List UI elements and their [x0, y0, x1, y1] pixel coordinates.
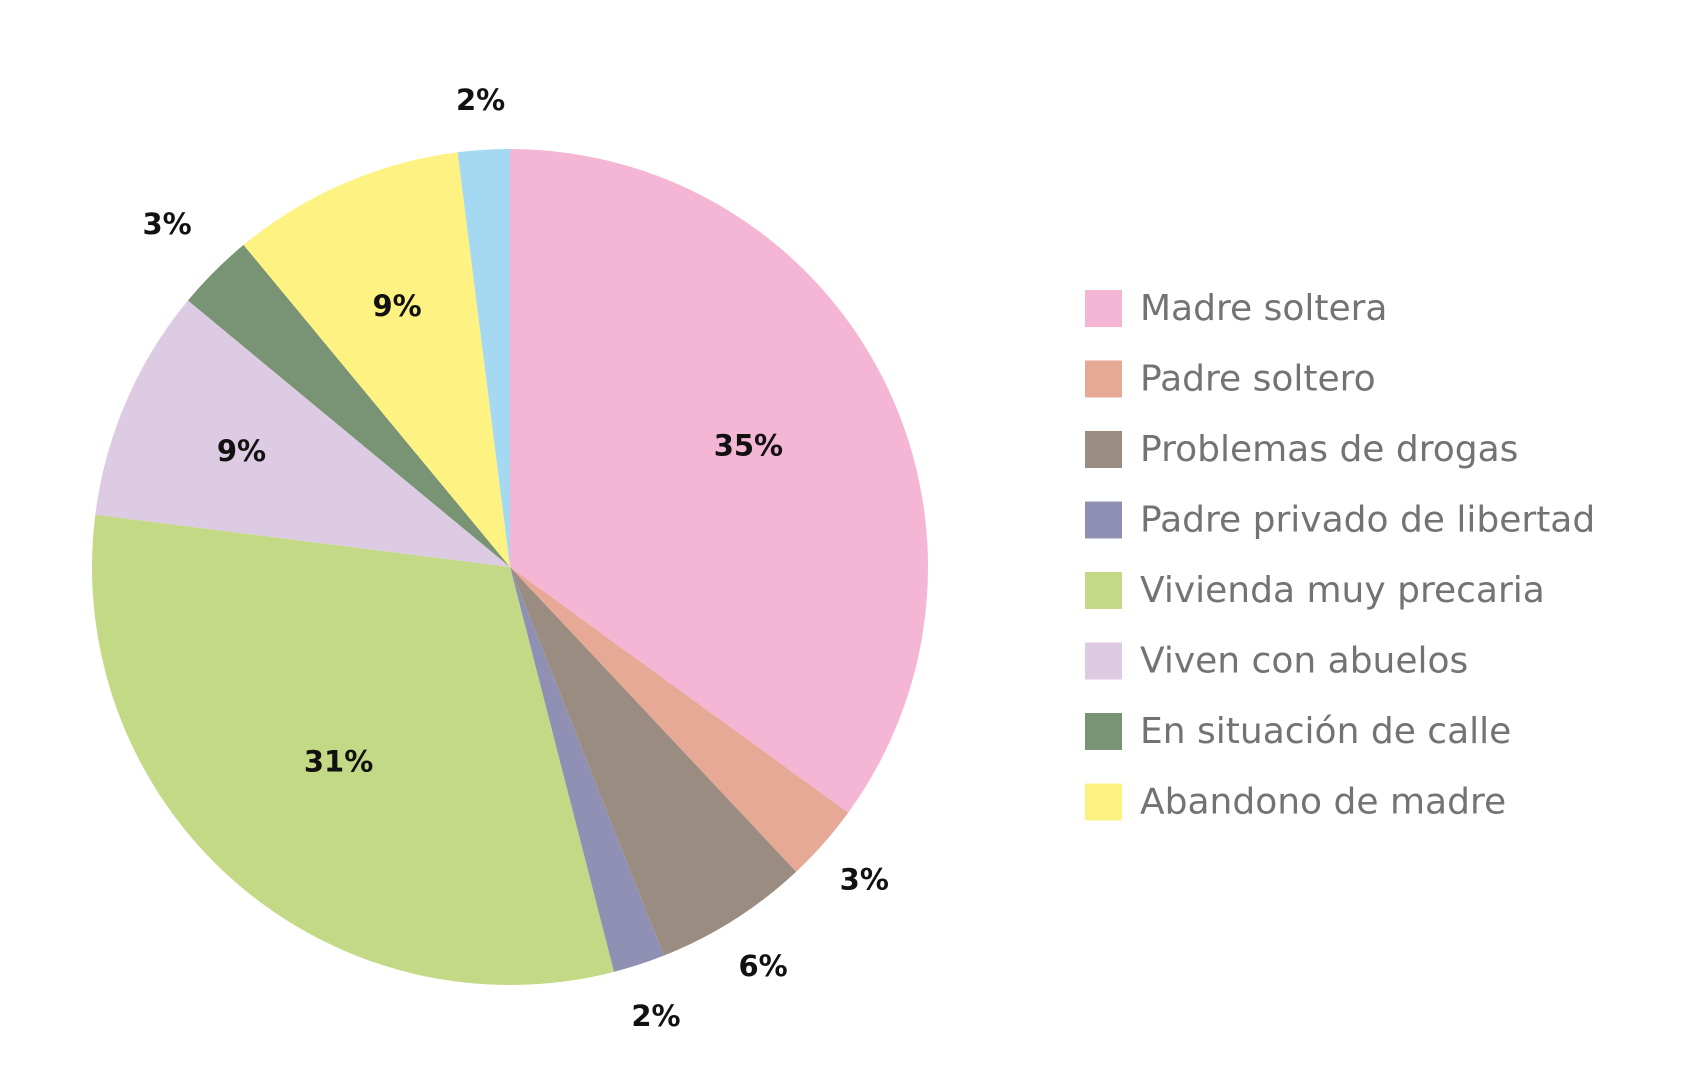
pie-slice-en-situacion-de-calle — [187, 244, 510, 567]
legend-label-madre-soltera: Madre soltera — [1140, 288, 1387, 329]
legend: Madre soltera Padre soltero Problemas de d… — [1085, 288, 1595, 823]
legend-swatch-padre-privado-de-libertad — [1085, 501, 1122, 539]
legend-label-problemas-de-drogas: Problemas de drogas — [1140, 429, 1518, 470]
pie-slice-padre-soltero — [510, 567, 849, 872]
pie-slice-viven-con-abuelos — [95, 300, 511, 567]
legend-label-en-situacion-de-calle: En situación de calle — [1140, 711, 1511, 752]
legend-swatch-problemas-de-drogas — [1085, 431, 1122, 468]
legend-swatch-madre-soltera — [1085, 290, 1122, 327]
legend-swatch-viven-con-abuelos — [1085, 642, 1122, 680]
data-label-madre-soltera: 35% — [714, 429, 783, 463]
pie-slice-vivienda-muy-precaria — [92, 514, 614, 986]
legend-label-viven-con-abuelos: Viven con abuelos — [1140, 641, 1468, 682]
legend-swatch-vivienda-muy-precaria — [1085, 572, 1122, 609]
data-label-otro: 2% — [456, 83, 505, 117]
legend-label-padre-soltero: Padre soltero — [1140, 359, 1376, 400]
data-label-viven-con-abuelos: 9% — [217, 434, 266, 468]
legend-label-padre-privado-de-libertad: Padre privado de libertad — [1140, 500, 1595, 541]
data-label-en-situacion-de-calle: 3% — [142, 207, 191, 241]
data-label-padre-privado-de-libertad: 2% — [631, 999, 680, 1033]
legend-swatch-en-situacion-de-calle — [1085, 713, 1122, 750]
pie-slice-madre-soltera — [510, 149, 928, 813]
data-label-vivienda-muy-precaria: 31% — [304, 744, 373, 778]
pie-slice-problemas-de-drogas — [510, 567, 797, 956]
data-label-padre-soltero: 3% — [840, 862, 889, 896]
pie-slice-otro — [457, 149, 510, 567]
legend-swatch-abandono-de-madre — [1085, 783, 1122, 821]
pie-slice-abandono-de-madre — [243, 152, 510, 568]
data-label-abandono-de-madre: 9% — [372, 289, 421, 323]
legend-label-abandono-de-madre: Abandono de madre — [1140, 782, 1506, 823]
pie-slice-padre-privado-de-libertad — [510, 567, 664, 972]
data-label-problemas-de-drogas: 6% — [738, 949, 787, 983]
slice-labels: 35% 3% 6% 2% 31% 9% 3% 9% 2% — [142, 83, 888, 1033]
legend-label-vivienda-muy-precaria: Vivienda muy precaria — [1140, 570, 1545, 611]
pie-slices — [92, 149, 928, 986]
legend-swatch-padre-soltero — [1085, 360, 1122, 398]
